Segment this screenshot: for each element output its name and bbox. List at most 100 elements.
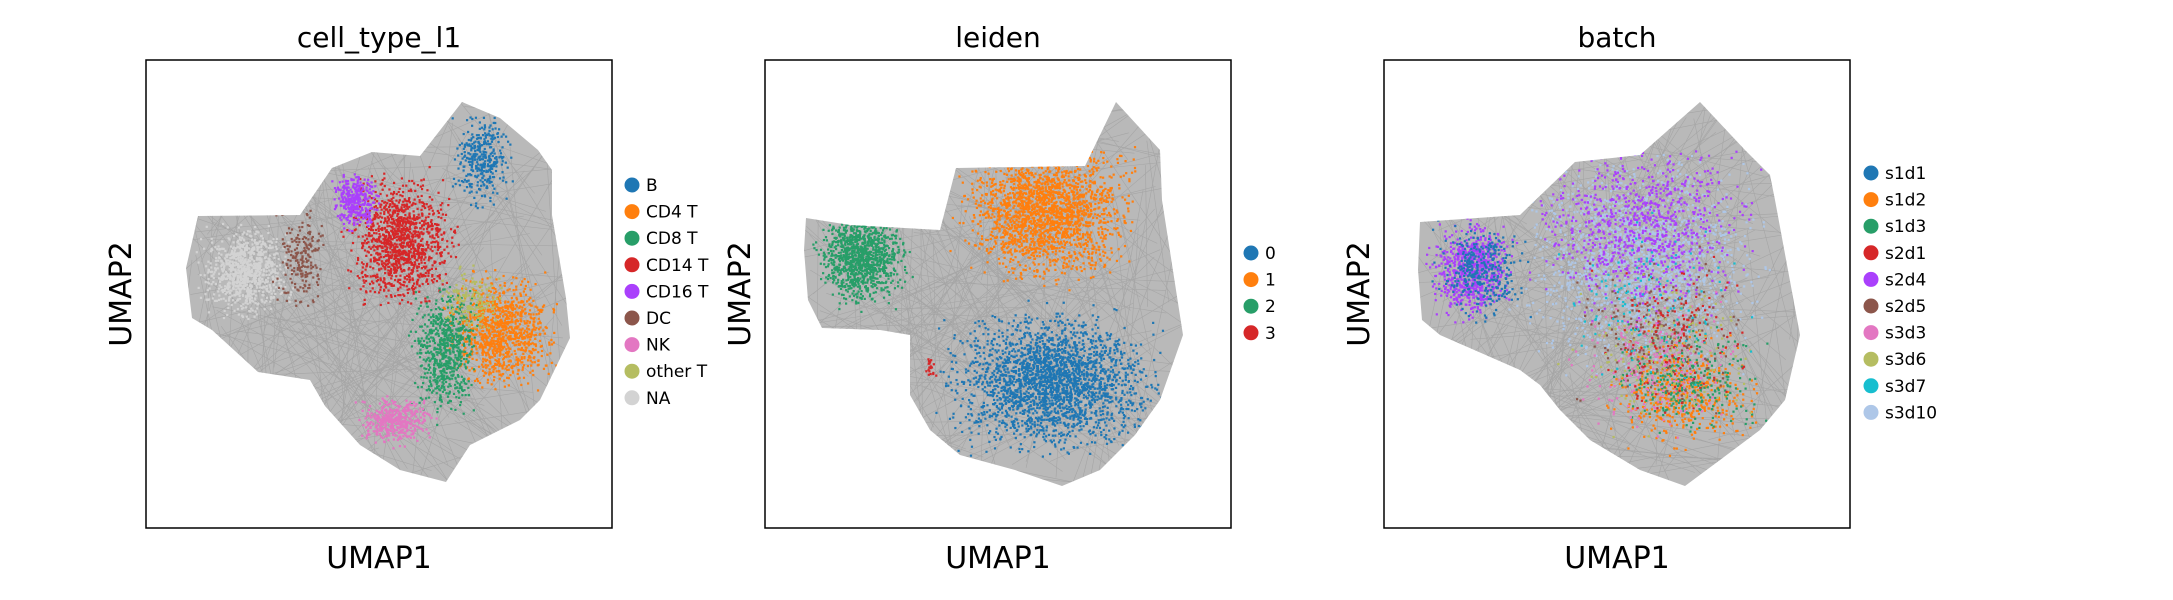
data-point — [443, 388, 446, 392]
data-point — [459, 304, 463, 307]
data-point — [446, 376, 450, 379]
data-point — [485, 170, 488, 174]
data-point — [244, 284, 247, 288]
data-point — [491, 356, 494, 359]
data-point — [347, 207, 350, 210]
data-point — [457, 390, 460, 393]
data-point — [532, 323, 535, 326]
data-point — [445, 300, 449, 303]
data-point — [261, 277, 264, 281]
data-point — [361, 266, 364, 269]
data-point — [355, 193, 358, 196]
data-point — [393, 227, 396, 230]
data-point — [501, 157, 504, 160]
data-point — [379, 277, 382, 280]
data-point — [507, 311, 510, 314]
data-point — [412, 243, 415, 246]
data-point — [383, 210, 386, 213]
data-point — [260, 298, 263, 301]
data-point — [425, 203, 428, 206]
data-point — [384, 208, 388, 211]
data-point — [275, 252, 278, 255]
data-point — [373, 258, 376, 261]
data-point — [487, 142, 490, 146]
data-point — [501, 366, 504, 369]
data-point — [358, 200, 362, 203]
data-point — [386, 246, 389, 249]
data-point — [414, 217, 418, 220]
data-point — [502, 310, 506, 313]
data-point — [377, 216, 380, 219]
data-point — [451, 332, 454, 336]
data-point — [469, 330, 472, 334]
data-point — [293, 282, 297, 286]
data-point — [417, 254, 421, 258]
data-point — [269, 289, 272, 292]
data-point — [487, 330, 491, 333]
data-point — [482, 357, 485, 360]
data-point — [425, 335, 428, 338]
data-point — [242, 243, 246, 246]
data-point — [468, 191, 471, 194]
data-point — [342, 173, 345, 177]
points-na — [195, 222, 295, 321]
data-point — [476, 158, 479, 161]
data-point — [220, 275, 223, 279]
data-point — [502, 335, 505, 338]
data-point — [428, 340, 431, 343]
data-point — [255, 272, 258, 275]
data-point — [443, 323, 446, 326]
data-point — [357, 199, 360, 203]
data-point — [353, 197, 356, 200]
data-point — [210, 247, 213, 250]
data-point — [393, 247, 396, 250]
data-point — [256, 262, 259, 266]
data-point — [406, 200, 409, 203]
data-point — [242, 303, 245, 306]
data-point — [521, 280, 524, 283]
data-point — [248, 284, 252, 288]
data-point — [430, 241, 433, 244]
data-point — [476, 324, 479, 328]
data-point — [229, 295, 232, 299]
data-point — [459, 322, 462, 326]
data-point — [246, 263, 250, 266]
data-point — [347, 182, 350, 185]
data-point — [280, 278, 283, 281]
data-point — [350, 249, 353, 252]
data-point — [423, 258, 426, 261]
data-point — [467, 377, 470, 380]
data-point — [419, 348, 422, 351]
data-point — [449, 352, 452, 355]
data-point — [470, 353, 474, 356]
data-point — [421, 275, 424, 278]
data-point — [462, 165, 465, 168]
data-point — [239, 258, 242, 261]
data-point — [235, 262, 238, 265]
data-point — [293, 256, 296, 259]
data-point — [350, 190, 353, 193]
data-point — [358, 205, 362, 208]
data-point — [448, 298, 452, 301]
points-cd16-t — [331, 173, 381, 233]
data-point — [534, 343, 537, 346]
data-point — [395, 239, 399, 242]
data-point — [473, 370, 476, 373]
data-point — [211, 241, 214, 244]
data-point — [481, 172, 484, 175]
data-point — [261, 240, 265, 243]
data-point — [498, 299, 501, 302]
data-point — [552, 311, 555, 314]
data-point — [353, 229, 356, 232]
data-point — [254, 232, 257, 236]
data-point — [401, 195, 404, 198]
data-point — [389, 215, 393, 219]
data-point — [228, 260, 232, 263]
data-point — [389, 237, 393, 240]
data-point — [387, 269, 390, 272]
data-point — [508, 330, 511, 333]
data-point — [393, 232, 396, 235]
data-point — [270, 296, 273, 299]
data-point — [269, 261, 272, 264]
data-point — [268, 273, 271, 277]
